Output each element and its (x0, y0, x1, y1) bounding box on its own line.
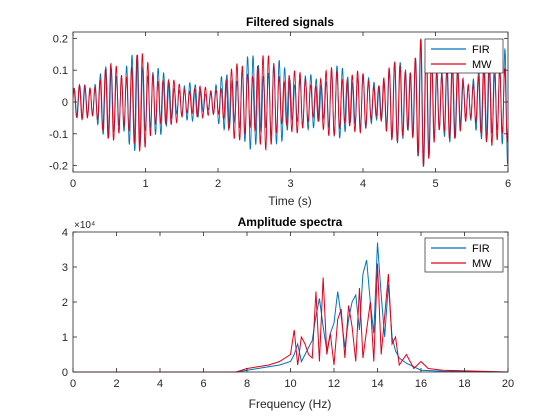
filtered-signals-xlabel: Time (s) (268, 194, 312, 208)
x-tick-label: 18 (458, 378, 470, 390)
x-tick-label: 6 (505, 178, 511, 190)
y-tick-label: -0.1 (49, 129, 68, 141)
x-tick-label: 2 (215, 178, 221, 190)
x-tick-label: 14 (371, 378, 383, 390)
x-tick-label: 2 (113, 378, 119, 390)
legend-mw-label: MW (472, 258, 492, 270)
y-tick-label: 4 (62, 227, 68, 239)
x-tick-label: 3 (287, 178, 293, 190)
x-tick-label: 6 (200, 378, 206, 390)
x-tick-label: 5 (432, 178, 438, 190)
amplitude-spectra-exponent: ×10⁴ (74, 220, 95, 231)
amplitude-spectra-legend: FIR MW (425, 238, 503, 272)
x-tick-label: 12 (328, 378, 340, 390)
y-tick-label: 0.2 (53, 33, 68, 45)
legend-mw-label: MW (472, 59, 492, 71)
legend-fir-label: FIR (472, 243, 490, 255)
y-tick-label: 0.1 (53, 65, 68, 77)
y-tick-label: 3 (62, 262, 68, 274)
y-tick-label: 0 (62, 97, 68, 109)
x-tick-label: 4 (360, 178, 366, 190)
x-tick-label: 20 (502, 378, 514, 390)
x-tick-label: 0 (70, 178, 76, 190)
x-tick-label: 8 (244, 378, 250, 390)
x-tick-label: 0 (70, 378, 76, 390)
y-tick-label: -0.2 (49, 161, 68, 173)
filtered-signals-legend: FIR MW (425, 39, 503, 73)
amplitude-spectra-title: Amplitude spectra (238, 215, 343, 229)
y-tick-label: 2 (62, 297, 68, 309)
amplitude-spectra-xlabel: Frequency (Hz) (249, 397, 332, 411)
legend-fir-label: FIR (472, 44, 490, 56)
x-tick-label: 10 (284, 378, 296, 390)
x-tick-label: 4 (157, 378, 163, 390)
y-tick-label: 0 (62, 367, 68, 379)
y-tick-label: 1 (62, 332, 68, 344)
x-tick-label: 1 (142, 178, 148, 190)
x-tick-label: 16 (415, 378, 427, 390)
filtered-signals-title: Filtered signals (246, 15, 334, 29)
